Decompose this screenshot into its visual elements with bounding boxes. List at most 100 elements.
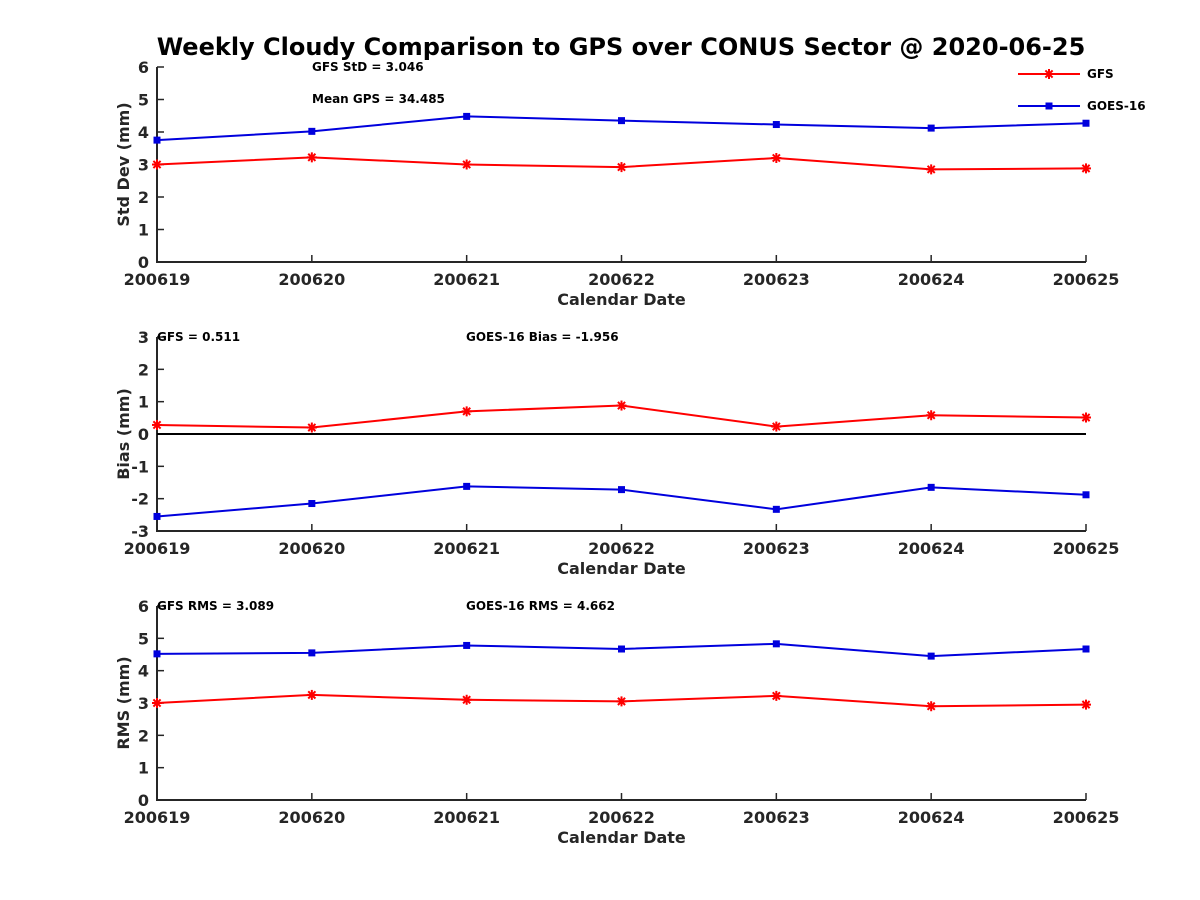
x-tick-label: 200619 [124, 539, 191, 558]
legend-item: GFS [1018, 67, 1114, 81]
y-tick-label: 5 [138, 629, 149, 648]
y-tick-label: 3 [138, 156, 149, 175]
data-point [461, 694, 472, 705]
annotation: GFS = 0.511 [157, 330, 240, 344]
data-point [1081, 412, 1091, 423]
legend-marker [1044, 69, 1054, 79]
data-point [463, 482, 471, 490]
y-tick-label: 6 [138, 58, 149, 77]
x-tick-label: 200622 [588, 270, 655, 289]
legend-label: GOES-16 [1087, 99, 1146, 113]
y-tick-label: 2 [138, 360, 149, 379]
data-point [153, 650, 161, 658]
data-point [152, 419, 162, 430]
data-point [927, 483, 935, 491]
y-tick-label: 0 [138, 791, 149, 810]
data-point [771, 153, 782, 163]
x-tick-label: 200620 [278, 539, 345, 558]
legend-marker [1045, 102, 1053, 110]
y-tick-label: 3 [138, 328, 149, 347]
series-gfs [152, 400, 1091, 433]
legend: GFS GOES-16 [1018, 67, 1146, 113]
x-tick-label: 200625 [1053, 539, 1120, 558]
x-tick-label: 200621 [433, 270, 500, 289]
legend-label: GFS [1087, 67, 1114, 81]
series-goes-16 [153, 482, 1090, 520]
data-point [461, 406, 472, 417]
x-tick-label: 200621 [433, 539, 500, 558]
data-point [463, 641, 471, 649]
data-point [152, 159, 162, 170]
x-tick-label: 200620 [278, 270, 345, 289]
x-tick-label: 200625 [1053, 808, 1120, 827]
rms-panel: 0 1 2 3 4 5 6 200619 200620 200621 200622 200623 200… [114, 597, 1119, 847]
data-point [616, 162, 627, 173]
x-tick-label: 200622 [588, 539, 655, 558]
x-tick-label: 200623 [743, 270, 810, 289]
y-tick-label: -1 [131, 457, 149, 476]
chart-title: Weekly Cloudy Comparison to GPS over CON… [157, 33, 1086, 61]
series-goes-16 [153, 112, 1090, 144]
data-point [463, 112, 471, 120]
data-point [926, 164, 937, 175]
y-tick-label: 4 [138, 662, 149, 681]
y-tick-label: 1 [138, 759, 149, 778]
series-goes-16 [153, 640, 1090, 660]
data-point [308, 127, 316, 135]
x-tick-label: 200623 [743, 808, 810, 827]
data-point [308, 649, 316, 657]
y-tick-label: 2 [138, 726, 149, 745]
data-point [618, 645, 625, 653]
x-tick-label: 200624 [898, 539, 965, 558]
annotation: GOES-16 RMS = 4.662 [466, 599, 615, 613]
y-tick-label: 2 [138, 188, 149, 207]
x-tick-label: 200622 [588, 808, 655, 827]
data-point [927, 124, 935, 132]
annotation: GFS StD = 3.046 [312, 60, 424, 74]
x-axis-label: Calendar Date [557, 559, 686, 578]
x-tick-label: 200619 [124, 808, 191, 827]
data-point [1082, 491, 1090, 499]
data-point [771, 690, 782, 701]
data-point [772, 121, 780, 129]
data-point [306, 422, 317, 433]
data-point [927, 652, 935, 660]
series-gfs [152, 689, 1091, 712]
y-tick-label: 0 [138, 253, 149, 272]
y-tick-label: 5 [138, 91, 149, 110]
x-tick-label: 200619 [124, 270, 191, 289]
data-point [618, 486, 625, 494]
legend-item: GOES-16 [1018, 99, 1146, 113]
y-tick-label: 1 [138, 393, 149, 412]
data-point [1082, 645, 1090, 653]
data-point [1082, 119, 1090, 127]
y-axis-label: Std Dev (mm) [114, 102, 133, 226]
data-point [306, 689, 317, 700]
data-point [152, 698, 162, 708]
data-point [616, 400, 627, 411]
data-point [772, 640, 780, 648]
data-point [1081, 699, 1091, 710]
series-gfs [152, 152, 1091, 175]
y-tick-label: -3 [131, 522, 149, 541]
std-dev-panel: 0 1 2 3 4 5 6 200619 200620 200621 200622 200623 200… [114, 58, 1119, 309]
x-axis-label: Calendar Date [557, 290, 686, 309]
x-tick-label: 200624 [898, 270, 965, 289]
x-tick-label: 200624 [898, 808, 965, 827]
x-tick-label: 200625 [1053, 270, 1120, 289]
y-tick-label: 0 [138, 425, 149, 444]
x-tick-label: 200623 [743, 539, 810, 558]
annotation: Mean GPS = 34.485 [312, 92, 445, 106]
bias-panel: -3 -2 -1 0 1 2 3 200619 200620 200621 200622 200623… [114, 328, 1119, 578]
y-tick-label: 6 [138, 597, 149, 616]
y-tick-label: 4 [138, 123, 149, 142]
x-tick-label: 200621 [433, 808, 500, 827]
y-tick-label: 1 [138, 221, 149, 240]
data-point [306, 152, 317, 163]
y-axis-label: Bias (mm) [114, 388, 133, 480]
x-tick-label: 200620 [278, 808, 345, 827]
data-point [926, 701, 937, 712]
data-point [308, 500, 316, 508]
data-point [771, 421, 782, 432]
annotation: GFS RMS = 3.089 [157, 599, 274, 613]
